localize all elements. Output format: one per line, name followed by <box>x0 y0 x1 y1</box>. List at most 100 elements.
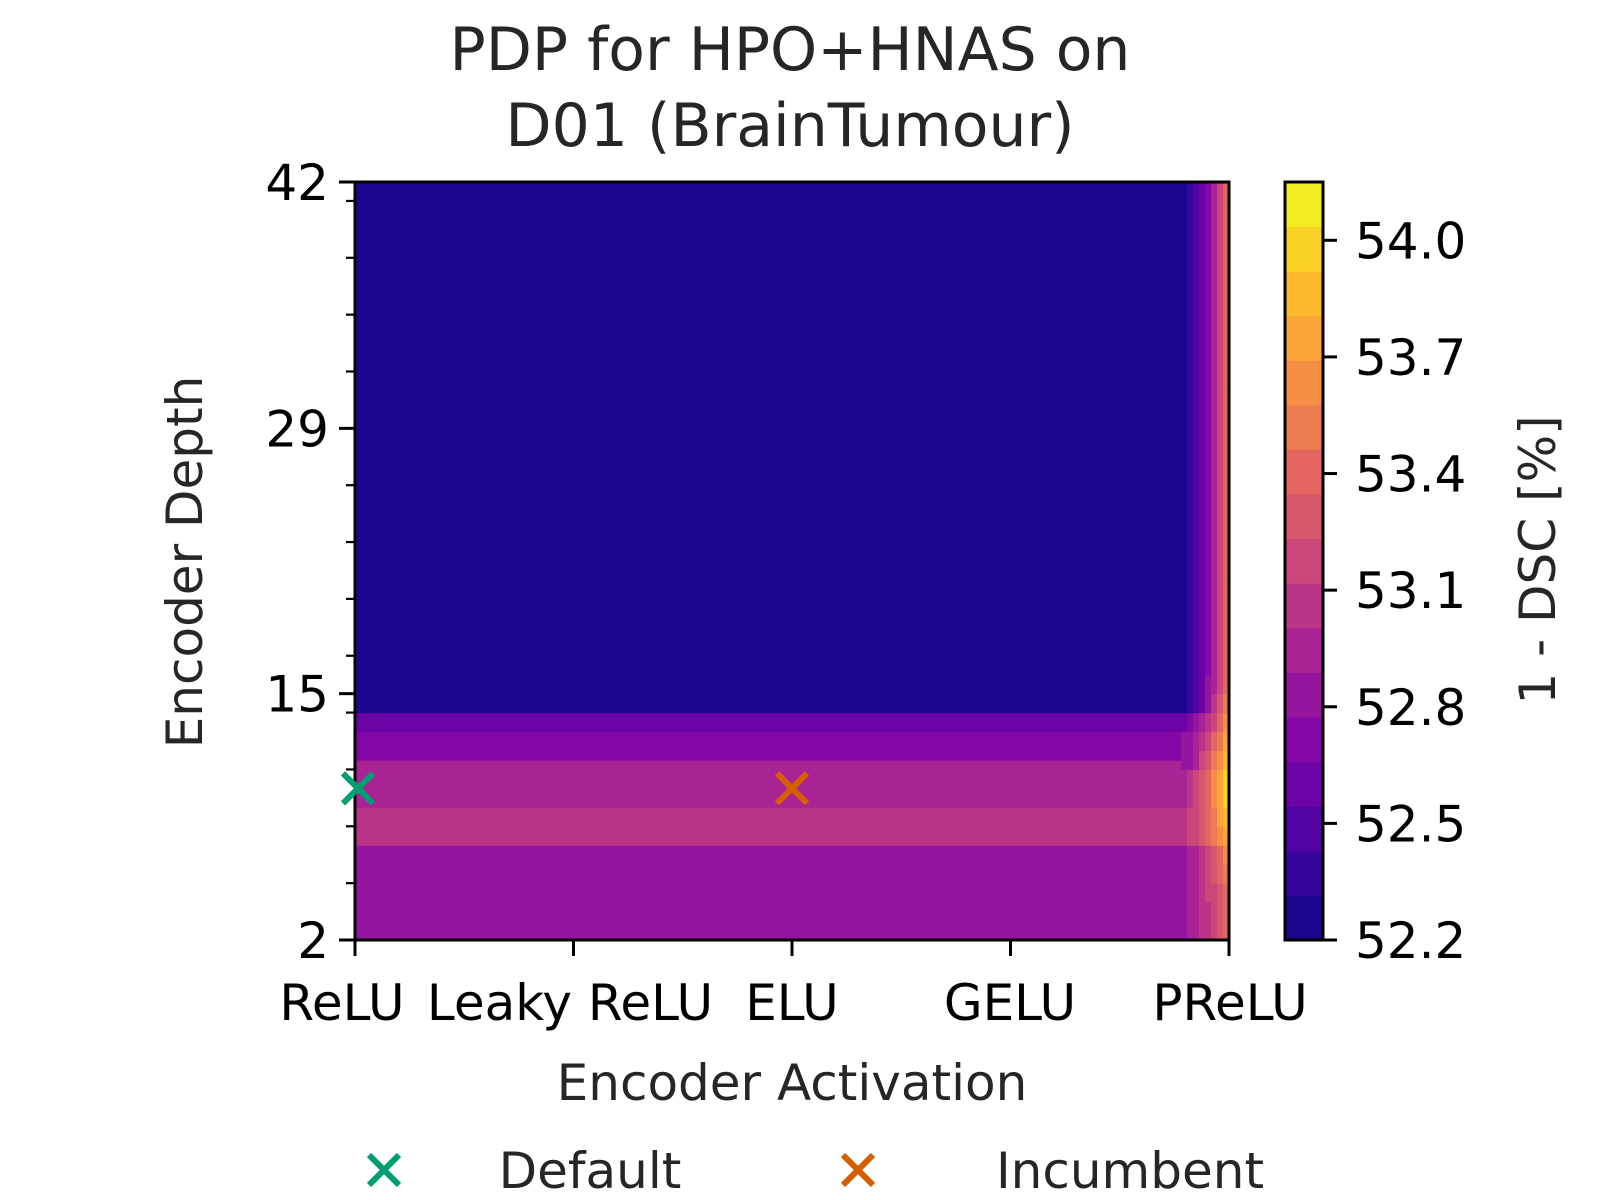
legend-marker <box>366 1152 402 1188</box>
heat-edge-cell <box>1187 788 1194 808</box>
heat-edge-cell <box>1181 750 1188 771</box>
heat-edge-cell <box>1187 200 1194 221</box>
heat-edge-cell <box>1223 693 1229 714</box>
heat-edge-cell <box>1187 219 1194 240</box>
heat-edge-cell <box>1181 617 1188 638</box>
heat-edge-cell <box>1217 485 1224 505</box>
colorbar-level <box>1285 850 1323 896</box>
legend-item-default: Default <box>366 1142 681 1200</box>
heat-edge-cell <box>1187 655 1194 676</box>
heat-edge-cell <box>1193 712 1200 733</box>
heat-edge-cell <box>1193 769 1200 789</box>
heat-edge-cell <box>1181 314 1188 335</box>
heat-edge-cell <box>1205 523 1212 543</box>
heat-edge-cell <box>1217 428 1224 448</box>
heat-edge-cell <box>1199 314 1206 335</box>
heat-edge-cell <box>1181 883 1188 903</box>
heat-edge-cell <box>1199 826 1206 846</box>
heat-edge-cell <box>1187 731 1194 752</box>
heat-edge-cell <box>1223 371 1229 392</box>
heat-edge-cell <box>1223 314 1229 335</box>
heat-edge-cell <box>1205 826 1212 846</box>
heat-edge-cell <box>1181 769 1188 789</box>
heat-edge-cell <box>1199 257 1206 278</box>
heat-band-1 <box>355 807 1182 846</box>
heat-edge-cell <box>1205 769 1212 789</box>
heat-edge-cell <box>1193 598 1200 619</box>
heat-edge-cell <box>1205 788 1212 808</box>
colorbar-level <box>1285 182 1323 228</box>
heat-edge-cell <box>1211 276 1218 297</box>
heat-edge-cell <box>1193 276 1200 297</box>
heat-edge-cell <box>1199 409 1206 429</box>
heat-edge-cell <box>1217 333 1224 354</box>
heat-edge-cell <box>1187 598 1194 619</box>
heat-edge-cell <box>1187 617 1194 638</box>
heat-edge-cell <box>1223 409 1229 429</box>
heat-edge-cell <box>1181 636 1188 657</box>
heat-edge-cell <box>1193 731 1200 752</box>
heat-edge-cell <box>1187 845 1194 865</box>
heat-edge-cell <box>1187 504 1194 524</box>
colorbar-level <box>1285 271 1323 317</box>
heat-edge-cell <box>1223 182 1229 202</box>
heat-edge-cell <box>1181 561 1188 581</box>
heat-edge-cell <box>1187 636 1194 657</box>
heat-edge-cell <box>1199 466 1206 486</box>
heat-edge-cell <box>1211 655 1218 676</box>
heat-edge-cell <box>1193 257 1200 278</box>
heat-edge-cell <box>1217 579 1224 600</box>
heat-edge-cell <box>1199 200 1206 221</box>
heat-edge-cell <box>1193 504 1200 524</box>
heat-edge-cell <box>1205 276 1212 297</box>
heat-edge-cell <box>1217 598 1224 619</box>
legend-item-incumbent: Incumbent <box>840 1142 1264 1200</box>
heat-edge-cell <box>1223 636 1229 657</box>
heat-edge-cell <box>1181 295 1188 316</box>
heat-edge-cell <box>1205 485 1212 505</box>
heat-edge-cell <box>1193 219 1200 240</box>
heat-edge-cell <box>1205 219 1212 240</box>
heat-edge-cell <box>1181 921 1188 940</box>
heat-edge-cell <box>1199 845 1206 865</box>
colorbar-level <box>1285 494 1323 540</box>
heat-edge-cell <box>1211 845 1218 865</box>
heat-edge-cell <box>1187 314 1194 335</box>
x-axis: ReLU Leaky ReLU ELU GELU PReLU <box>279 940 1308 1032</box>
heat-edge-cell <box>1217 390 1224 410</box>
heat-edge-cell <box>1181 276 1188 297</box>
heat-edge-cell <box>1187 428 1194 448</box>
heat-band-2 <box>355 759 1182 808</box>
heat-edge-cell <box>1211 579 1218 600</box>
heat-edge-cell <box>1193 579 1200 600</box>
heat-edge-cell <box>1187 864 1194 884</box>
heat-edge-cell <box>1223 617 1229 638</box>
heat-edge-cell <box>1211 219 1218 240</box>
heat-edge-cell <box>1181 542 1188 562</box>
heat-edge-cell <box>1211 200 1218 221</box>
heat-edge-cell <box>1211 636 1218 657</box>
heat-edge-cell <box>1181 466 1188 486</box>
heat-edge-cell <box>1211 238 1218 259</box>
heat-edge-cell <box>1193 238 1200 259</box>
heat-edge-cell <box>1217 693 1224 714</box>
y-tick-label: 29 <box>265 400 329 458</box>
heat-edge-cell <box>1199 921 1206 940</box>
heat-edge-cell <box>1217 655 1224 676</box>
colorbar-tick-label: 53.4 <box>1355 446 1466 504</box>
heat-edge-cell <box>1217 200 1224 221</box>
heat-edge-cell <box>1193 466 1200 486</box>
heat-edge-cell <box>1223 523 1229 543</box>
heat-edge-cell <box>1217 750 1224 771</box>
y-tick-label: 15 <box>265 666 329 724</box>
heat-edge-cell <box>1217 542 1224 562</box>
heat-edge-cell <box>1199 769 1206 789</box>
heat-edge-cell <box>1205 466 1212 486</box>
heat-edge-cell <box>1205 902 1212 922</box>
heat-edge-cell <box>1205 257 1212 278</box>
heat-edge-cell <box>1193 295 1200 316</box>
colorbar-level <box>1285 717 1323 763</box>
heat-edge-cell <box>1199 693 1206 714</box>
heat-edge-cell <box>1211 693 1218 714</box>
